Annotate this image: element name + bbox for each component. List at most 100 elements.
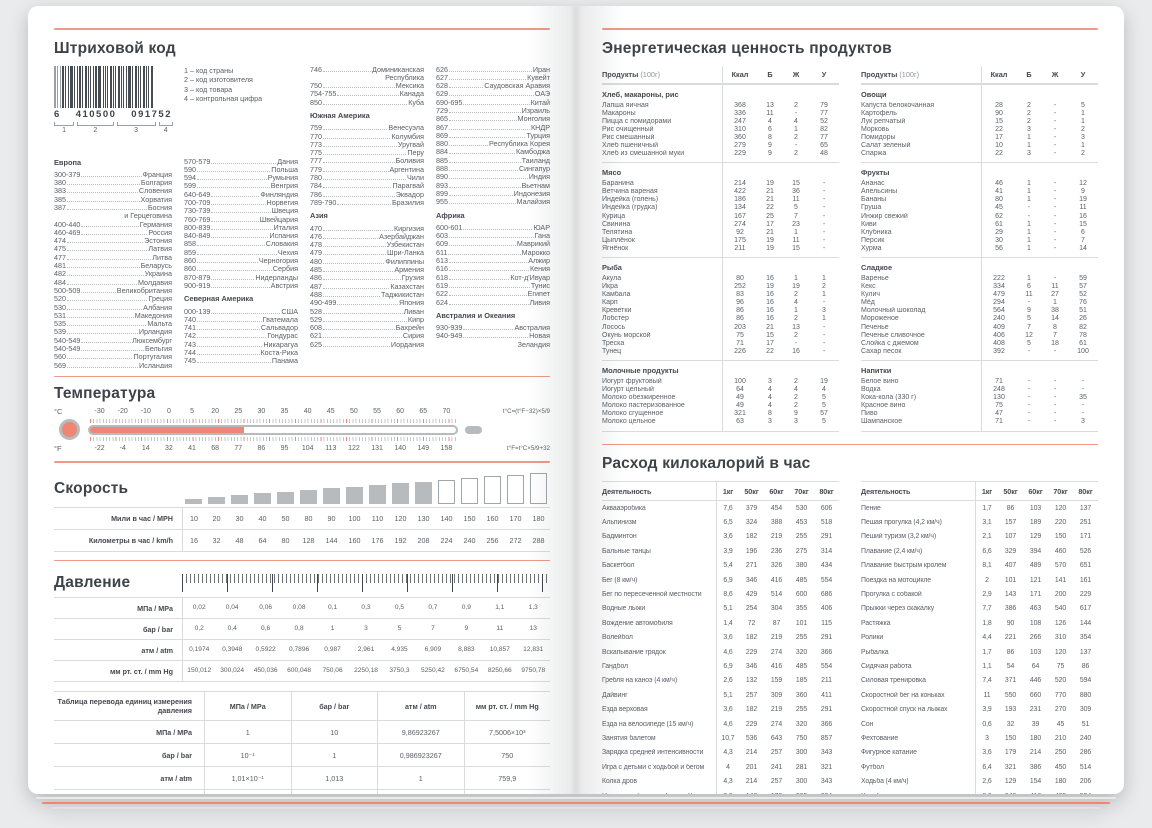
table-row: Инжир свежий 62- -16 <box>861 212 1087 220</box>
code-row: 460-469 Россия <box>54 227 172 237</box>
table-row: Морковь 22 3-2 <box>861 125 1085 133</box>
barcode-bar <box>70 65 73 108</box>
pressure-value: 0,1 <box>315 597 350 618</box>
speed-value: 90 <box>320 506 343 529</box>
code-row: 488 Таджикистан <box>310 289 424 299</box>
code-row: 899 Индонезия <box>436 188 550 198</box>
code-row: 893 Вьетнам <box>436 180 550 190</box>
table-row: Ягнёнок 211 19 15- <box>602 244 826 252</box>
code-row: 930-939 Австралия <box>436 323 550 333</box>
conversion-value: 1 <box>463 789 550 794</box>
speed-bar-cell <box>182 471 205 507</box>
speed-value: 10 <box>182 506 205 529</box>
energy-table-left: Продукты (100г) Ккал Б Ж У Хлеб, макароны, ри… <box>602 65 839 432</box>
barcode-legend: 1 – код страны 2 – код изготовителя 3 – ко… <box>184 66 298 158</box>
barcode-digits: 6 410500 091752 <box>54 109 172 120</box>
code-row: 540-549 Бельгия <box>54 344 172 354</box>
pressure-value: 9750,78 <box>516 660 550 681</box>
table-row: Персик 30 1-7 <box>861 236 1085 244</box>
table-row: Лапша яичная 368 13 2 79 <box>602 101 828 109</box>
barcode-bar <box>118 65 120 108</box>
table-row: Кекс 334 6 11 57 <box>861 283 1087 291</box>
speed-value: 170 <box>504 506 527 529</box>
pressure-value: 2,961 <box>349 639 383 660</box>
code-row: 850 Куба <box>310 97 424 107</box>
codes-list: 570-579 Дания 590 Польша 594 Румыния 599 Венгри… <box>184 157 298 366</box>
temp-tick-label: -20 <box>117 408 128 415</box>
energy-group-title: Овощи <box>861 89 887 99</box>
fahrenheit-scale-row: °F -22 -4 14 32 41 68 77 86 95 104 113 122 131 140 149… <box>54 444 550 453</box>
speed-bar-cell <box>435 471 458 507</box>
code-row: 500-509 Великобритания <box>54 285 172 295</box>
barcode-bar <box>143 65 145 108</box>
code-row: 867 КНДР <box>436 122 550 132</box>
codes-region-title: Африка <box>436 210 465 220</box>
speed-bar-cell <box>481 471 504 507</box>
conversion-table-title: Таблица перевода единиц измерения давлен… <box>57 697 192 715</box>
code-row: 840-849 Испания <box>184 231 298 241</box>
code-row: 477 Литва <box>54 252 172 262</box>
speed-value: 120 <box>389 506 412 529</box>
code-row: 775 Перу <box>310 148 424 158</box>
table-row: Пицца с помидорами 247 4 4 52 <box>602 117 828 125</box>
barcode-bar <box>138 65 139 108</box>
code-row: 625 Иордания <box>310 339 424 349</box>
table-row: Силовая тренировка 7,4 371 446 520 594 <box>861 677 1092 685</box>
table-row: Бананы 80 1-19 <box>861 196 1087 204</box>
table-row: Колка дров 4,3 214 257 300 343 <box>602 778 833 786</box>
pressure-table: Давление МПа / MPa 0,02 0,04 0,06 0,08 0,1 0,3… <box>54 569 550 682</box>
table-row: Молоко пастеризованное 49 4 2 5 <box>602 402 826 410</box>
code-row: 900-919 Австрия <box>184 280 298 290</box>
pressure-value: 0,06 <box>248 597 283 618</box>
speed-bar <box>438 479 455 504</box>
pressure-value: 0,4 <box>215 618 249 639</box>
table-row: Белое вино 71- - - <box>861 377 1085 385</box>
code-row: 539 Ирландия <box>54 327 172 337</box>
code-row: 629 ОАЭ <box>436 89 550 99</box>
energy-group: Сладкое Варенье 222 1-59 Кекс 334 6 11 57 Кулич 47… <box>861 257 1098 360</box>
speed-row-label: Километры в час / km/h <box>54 528 182 551</box>
temperature-title: Температура <box>54 385 156 402</box>
code-row: 529 Кипр <box>310 314 424 324</box>
pressure-value: 0,7896 <box>282 639 316 660</box>
conversion-value: 1,01×10⁻¹ <box>204 766 291 789</box>
code-row: 869 Турция <box>436 130 550 140</box>
barcode-country-grid: 6 410500 091752 1 2 3 4 Европа 300-379 Фра… <box>54 65 550 368</box>
speed-bar-cell <box>320 471 343 507</box>
table-row: Пиво 47- - - <box>861 410 1085 418</box>
energy-col-header: Ж <box>1051 69 1059 79</box>
code-row: 859 Чехия <box>184 247 298 257</box>
conversion-row-label: бар / bar <box>54 743 204 766</box>
pressure-value: 6750,54 <box>449 660 484 681</box>
pressure-value: 10,857 <box>483 639 517 660</box>
speed-value: 50 <box>274 506 297 529</box>
temp-tick-label: -30 <box>94 408 105 415</box>
code-row: 742 Гондурас <box>184 331 298 341</box>
divider-rule <box>54 559 550 561</box>
speed-value: 208 <box>412 528 435 551</box>
table-row: Аквааэробика 7,6 379 454 530 606 <box>602 504 833 512</box>
speed-bar-cell <box>504 471 527 507</box>
pressure-value: 0,04 <box>215 597 249 618</box>
energy-header: Продукты (100г) Ккал Б Ж У <box>861 66 1098 84</box>
table-row: Гребля на каноэ (4 км/ч) 2,6 132 159 185 211 <box>602 677 832 685</box>
speed-bar <box>461 478 478 504</box>
barcode-bar <box>85 65 87 108</box>
energy-header: Продукты (100г) Ккал Б Ж У <box>602 66 839 84</box>
fahrenheit-ticks: -22 -4 14 32 41 68 77 86 95 104 113 122 131 140 149 158 <box>88 445 458 452</box>
pressure-value: 4,935 <box>382 639 417 660</box>
barcode-bar <box>82 65 83 108</box>
code-row: 865 Монголия <box>436 114 550 124</box>
code-row: 590 Польша <box>184 164 298 174</box>
speed-value: 32 <box>205 528 228 551</box>
pressure-value: 3 <box>349 618 383 639</box>
code-row: 955 Малайзия <box>436 197 550 207</box>
pressure-value: 5250,42 <box>416 660 450 681</box>
pressure-value: 0,1974 <box>182 639 216 660</box>
code-row: 730-739 Швеция <box>184 206 298 216</box>
table-row: Макароны 336 11-77 <box>602 109 828 117</box>
conversion-value: 133,3×10⁻⁶ <box>204 789 291 794</box>
pressure-value: 0,5 <box>382 597 417 618</box>
code-row: 940-949 Новая <box>436 331 550 341</box>
pressure-value: 12,831 <box>516 639 550 660</box>
